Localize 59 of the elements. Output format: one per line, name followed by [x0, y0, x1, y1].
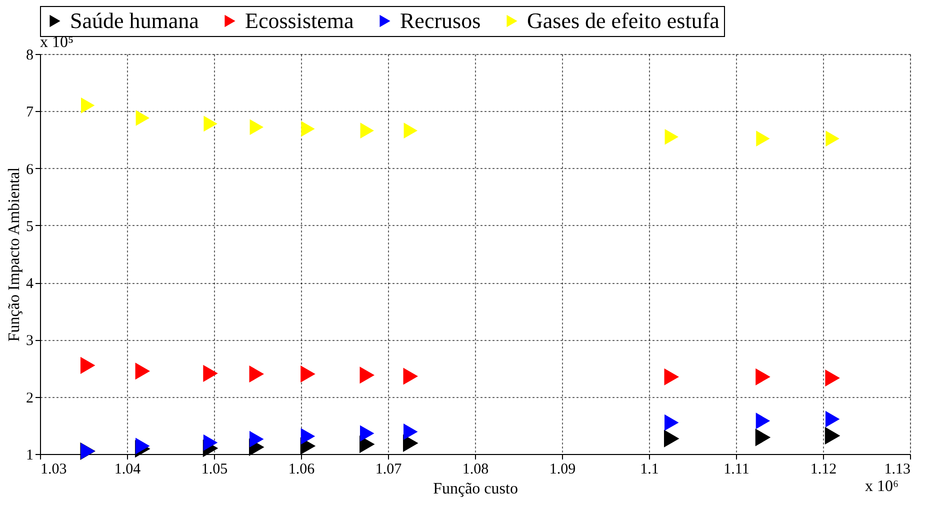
point	[249, 365, 264, 383]
point	[301, 120, 315, 137]
legend-label: Saúde humana	[70, 8, 200, 33]
point	[300, 428, 316, 444]
y-tick-label: 6	[26, 162, 34, 178]
point	[135, 362, 150, 380]
x-tick-label: 1.08	[462, 462, 489, 478]
x-tick-label: 1.12	[810, 462, 837, 478]
point	[664, 414, 679, 431]
point	[136, 438, 150, 454]
point	[80, 356, 96, 374]
text: x 10⁶	[865, 478, 899, 495]
point	[755, 428, 771, 446]
y-tick-label: 2	[26, 390, 34, 406]
legend-label: Ecossistema	[245, 8, 354, 33]
point	[360, 366, 374, 384]
point	[756, 130, 770, 146]
y-tick-label: 7	[26, 104, 34, 121]
point	[404, 424, 418, 440]
x-tick-label: 1.07	[375, 462, 402, 478]
point	[300, 365, 316, 383]
point	[136, 110, 150, 126]
point	[404, 122, 418, 138]
y-tick-label: 4	[26, 276, 34, 292]
x-tick-label: 1.09	[549, 462, 576, 478]
y-tick-label: 8	[26, 48, 34, 64]
y-tick-label: 1	[26, 448, 34, 464]
x-tick-label: 1.03	[40, 462, 67, 478]
point	[204, 116, 218, 132]
point	[664, 128, 678, 145]
point	[826, 130, 840, 146]
point	[756, 368, 770, 386]
point	[825, 410, 840, 428]
y-tick-label: 3	[26, 333, 34, 350]
x-tick-label: 1.1	[640, 462, 659, 478]
x-tick-label: 1.11	[724, 462, 750, 478]
x-tick-label: 1.06	[288, 462, 316, 478]
y-tick-label: 5	[26, 218, 34, 235]
point	[250, 430, 264, 448]
legend-label: Recrusos	[400, 8, 481, 33]
point	[402, 434, 418, 452]
legend-label: Gases de efeito estufa	[527, 8, 720, 33]
point	[81, 98, 95, 114]
point	[250, 119, 264, 136]
x-tick-label: 1.13	[884, 462, 910, 478]
point	[825, 369, 840, 387]
point	[360, 425, 374, 442]
point	[664, 430, 680, 448]
y-axis-title: Função Impacto Ambiental	[6, 166, 23, 342]
x-tick-label: 1.05	[201, 462, 228, 478]
point	[203, 364, 218, 382]
point	[664, 368, 679, 386]
x-tick-label: 1.04	[114, 462, 142, 478]
point	[360, 122, 374, 138]
point	[203, 434, 218, 451]
point	[403, 368, 418, 385]
point	[824, 426, 840, 445]
x-axis-title: Função custo	[433, 480, 518, 498]
point	[756, 412, 770, 430]
